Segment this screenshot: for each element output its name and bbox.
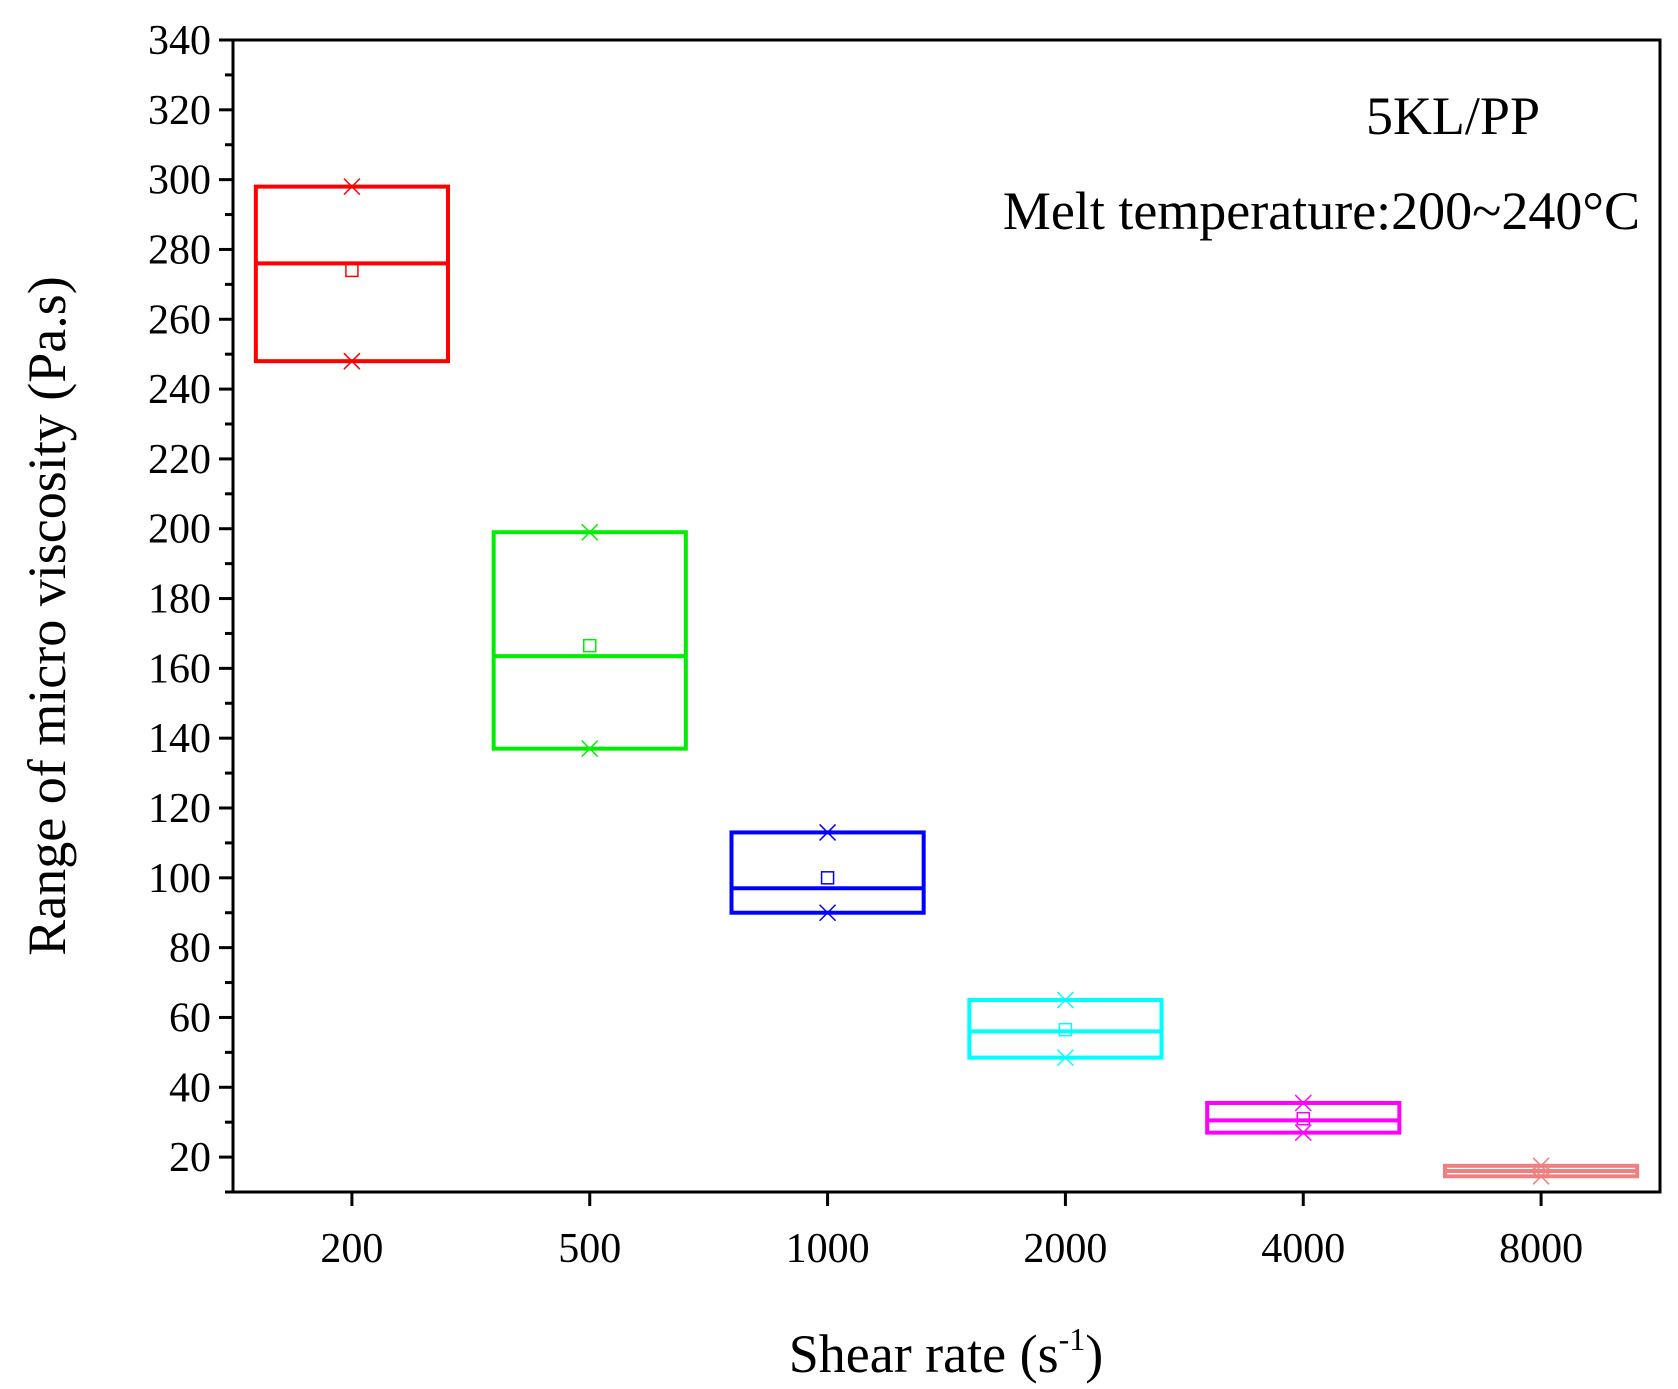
- y-tick-label: 120: [148, 786, 211, 832]
- max-marker: [819, 823, 837, 841]
- x-tick-label: 4000: [1261, 1226, 1345, 1272]
- box-body: [729, 830, 926, 915]
- x-tick-label: 2000: [1023, 1226, 1107, 1272]
- y-tick-label: 80: [169, 926, 211, 972]
- max-marker: [1056, 991, 1074, 1009]
- max-marker: [343, 178, 361, 196]
- box-series: [253, 178, 1640, 1185]
- y-tick-label: 180: [148, 577, 211, 623]
- y-tick-label: 40: [169, 1065, 211, 1111]
- min-marker: [1056, 1049, 1074, 1067]
- mean-marker: [583, 638, 597, 653]
- y-tick-label: 20: [169, 1135, 211, 1181]
- box-body: [491, 530, 688, 751]
- x-tick-label: 8000: [1499, 1226, 1583, 1272]
- x-tick-label: 1000: [786, 1226, 870, 1272]
- min-marker: [819, 904, 837, 922]
- x-axis-title-sup: -1: [1059, 1321, 1086, 1357]
- x-axis-title-main: Shear rate (s: [789, 1324, 1059, 1384]
- box-4000: [1205, 1094, 1402, 1142]
- box-8000: [1442, 1157, 1640, 1185]
- annotation-material: 5KL/PP: [1366, 86, 1540, 146]
- y-tick-label: 300: [148, 158, 211, 204]
- y-tick-label: 100: [148, 856, 211, 902]
- x-axis: 200 500 1000 2000 4000 8000: [320, 1192, 1583, 1272]
- y-tick-label: 280: [148, 227, 211, 273]
- x-axis-title: Shear rate (s-1): [789, 1321, 1104, 1384]
- box-body: [1205, 1100, 1402, 1135]
- annotation-temperature: Melt temperature:200~240°C: [1003, 181, 1640, 241]
- max-marker: [581, 523, 599, 541]
- x-tick-label: 200: [320, 1226, 383, 1272]
- y-tick-label: 140: [148, 716, 211, 762]
- box-2000: [967, 991, 1164, 1067]
- y-tick-label: 260: [148, 297, 211, 343]
- box-200: [253, 178, 451, 370]
- mean-marker: [820, 871, 835, 885]
- min-marker: [343, 352, 361, 370]
- y-axis: 20 40 60 80 100 120 140 160 180 200 220 240 260 280 30…: [148, 18, 233, 1194]
- box-body: [967, 998, 1164, 1060]
- y-tick-label: 320: [148, 88, 211, 134]
- y-tick-label: 60: [169, 995, 211, 1041]
- y-tick-label: 160: [148, 646, 211, 692]
- mean-marker: [345, 263, 359, 278]
- min-marker: [1294, 1124, 1312, 1142]
- y-tick-label: 240: [148, 367, 211, 413]
- max-marker: [1294, 1094, 1312, 1112]
- mean-marker: [1058, 1022, 1073, 1037]
- y-tick-label: 340: [148, 18, 211, 64]
- mean-marker: [1296, 1111, 1310, 1126]
- y-axis-title: Range of micro viscosity (Pa.s): [17, 276, 77, 955]
- y-tick-label: 200: [148, 507, 211, 553]
- box-body: [253, 184, 451, 364]
- plot-frame: [231, 38, 1662, 1194]
- x-tick-label: 500: [558, 1226, 621, 1272]
- x-axis-title-close: ): [1085, 1324, 1103, 1384]
- box-500: [491, 523, 688, 758]
- box-1000: [729, 823, 926, 922]
- min-marker: [581, 740, 599, 758]
- y-tick-label: 220: [148, 437, 211, 483]
- min-marker: [1532, 1167, 1550, 1185]
